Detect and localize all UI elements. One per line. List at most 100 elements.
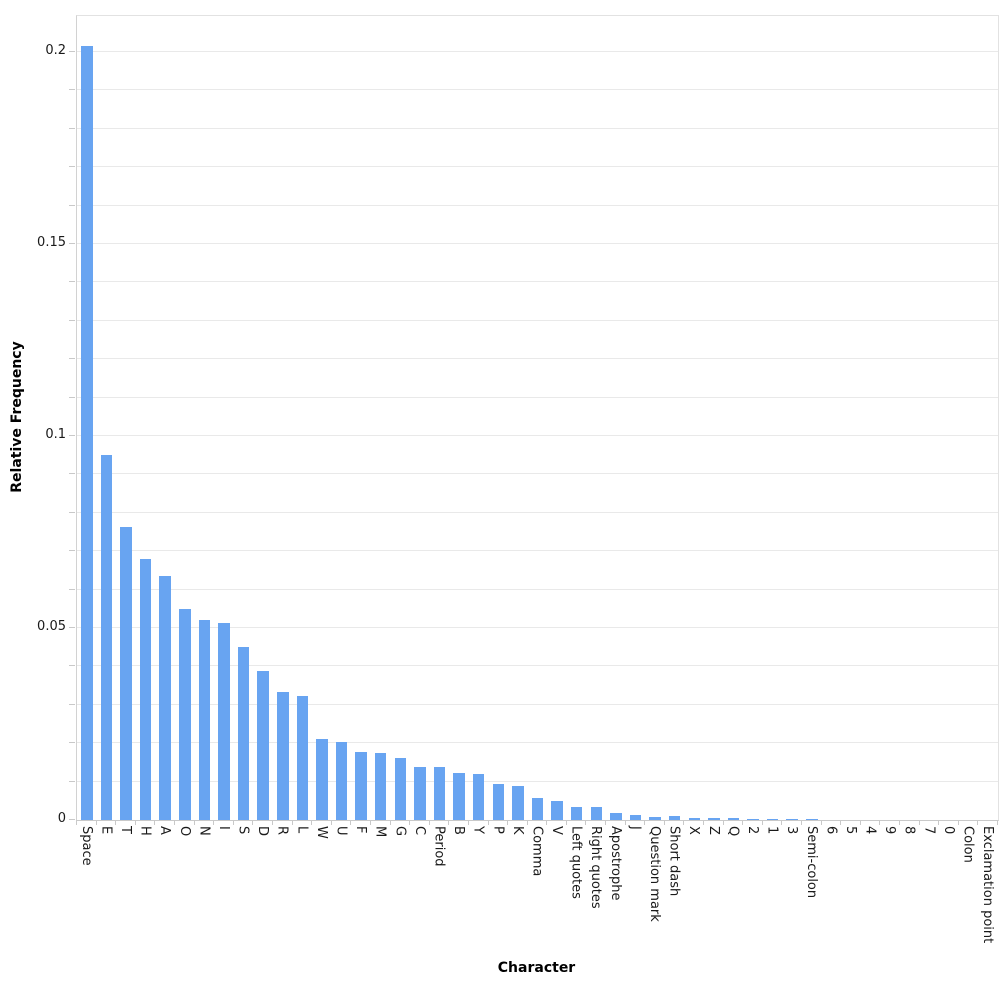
y-axis-tick [69, 819, 75, 820]
y-axis-tick [69, 550, 75, 551]
y-axis-tick [69, 704, 75, 705]
bar-i [218, 623, 230, 820]
y-axis-tick [69, 627, 75, 628]
x-axis-tick [585, 820, 587, 825]
x-label-cell: Short dash [664, 826, 684, 896]
y-axis-tick [69, 397, 75, 398]
x-label-cell: Semi-colon [801, 826, 821, 898]
x-tick-label: 3 [784, 826, 800, 835]
x-axis-tick [232, 820, 234, 825]
x-tick-label: I [215, 826, 231, 830]
x-tick-label: K [509, 826, 525, 835]
bar-x [688, 818, 701, 820]
x-tick-label: 4 [862, 826, 878, 835]
gridline [77, 473, 998, 475]
x-tick-label: Question mark [647, 826, 663, 922]
y-axis-tick [69, 51, 75, 52]
x-axis-tick [526, 820, 528, 825]
x-tick-label: Left quotes [568, 826, 584, 899]
bar-apostrophe [610, 813, 622, 820]
x-axis-tick [291, 820, 293, 825]
x-axis-tick [938, 820, 940, 825]
x-label-cell: Q [723, 826, 743, 836]
x-axis-tick [271, 820, 273, 825]
y-tick-label: 0.15 [37, 235, 66, 250]
x-tick-label: R [274, 826, 290, 836]
x-label-cell: L [292, 826, 312, 833]
x-label-cell: I [213, 826, 233, 830]
x-tick-label: 7 [921, 826, 937, 835]
x-label-cell: 2 [742, 826, 762, 834]
x-label-cell: S [233, 826, 253, 834]
bar-r [277, 692, 289, 820]
x-tick-label: Space [78, 826, 94, 866]
x-tick-label: W [313, 826, 329, 839]
bar-3 [786, 819, 798, 820]
bar-q [727, 818, 740, 820]
y-axis-tick [69, 435, 75, 436]
x-axis-tick [957, 820, 959, 825]
gridline [77, 703, 998, 705]
x-label-cell: 9 [879, 826, 899, 834]
x-label-cell: 6 [821, 826, 841, 834]
bar-question-mark [649, 817, 661, 820]
y-axis-tick [69, 243, 75, 244]
x-label-cell: 7 [919, 826, 939, 834]
x-label-cell: Exclamation point [977, 826, 997, 943]
y-axis-tick [69, 128, 75, 129]
y-axis-tick [69, 281, 75, 282]
x-axis-tick [997, 820, 998, 825]
x-label-cell: N [194, 826, 214, 836]
gridline [77, 665, 998, 667]
x-tick-label: Comma [529, 826, 545, 877]
x-tick-label: 8 [901, 826, 917, 835]
x-axis-tick [95, 820, 97, 825]
x-label-cell: O [174, 826, 194, 836]
x-label-cell: M [370, 826, 390, 837]
x-label-cell: 1 [762, 826, 782, 834]
x-axis-tick [409, 820, 411, 825]
bar-comma [531, 798, 544, 820]
bar-n [198, 620, 211, 820]
x-tick-label: J [627, 826, 643, 830]
x-tick-label: G [392, 826, 408, 837]
x-tick-label: M [372, 826, 388, 838]
y-axis-tick [69, 205, 75, 206]
x-axis-tick [546, 820, 548, 825]
x-tick-label: O [176, 826, 192, 837]
x-label-cell: B [448, 826, 468, 835]
y-tick-label: 0.1 [45, 427, 66, 442]
x-tick-label: Right quotes [588, 826, 604, 909]
x-label-cell: P [487, 826, 507, 834]
x-tick-label: 0 [940, 826, 956, 835]
gridline [77, 243, 998, 244]
bar-space [81, 46, 93, 820]
x-tick-label: 9 [882, 826, 898, 835]
y-axis-tick [69, 781, 75, 782]
x-tick-label: T [117, 826, 133, 834]
x-label-cell: Comma [527, 826, 547, 876]
x-axis-tick [859, 820, 861, 825]
x-label-cell: U [331, 826, 351, 836]
gridline [77, 319, 998, 321]
x-label-cell: A [154, 826, 174, 835]
x-label-cell: 0 [938, 826, 958, 834]
x-label-cell: H [135, 826, 155, 836]
x-axis-tick [487, 820, 489, 825]
x-axis-tick [820, 820, 822, 825]
x-tick-label: 2 [744, 826, 760, 835]
x-axis-tick [742, 820, 744, 825]
bar-e [100, 455, 113, 820]
bar-a [159, 576, 171, 820]
bar-j [629, 815, 642, 820]
x-label-cell: 8 [899, 826, 919, 834]
x-tick-label: Apostrophe [607, 826, 623, 901]
x-axis-tick [918, 820, 920, 825]
x-axis-tick [977, 820, 979, 825]
x-axis-tick [115, 820, 117, 825]
gridline [77, 550, 998, 552]
bar-2 [747, 819, 759, 820]
x-axis-tick [565, 820, 567, 825]
x-axis-tick [448, 820, 450, 825]
